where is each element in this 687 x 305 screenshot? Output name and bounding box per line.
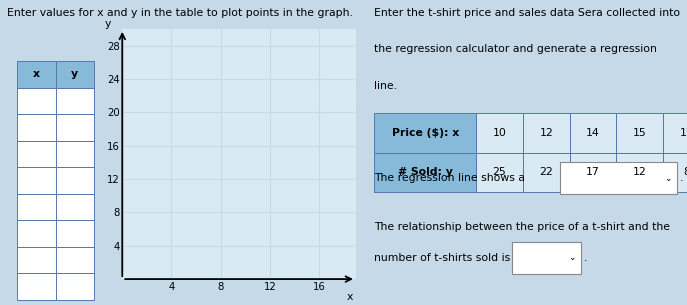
Text: 10: 10 <box>493 128 506 138</box>
Text: Price ($): x: Price ($): x <box>392 128 459 138</box>
Text: 12: 12 <box>539 128 553 138</box>
Text: 8: 8 <box>683 167 687 177</box>
Text: # Sold: y: # Sold: y <box>398 167 453 177</box>
Text: The regression line shows a: The regression line shows a <box>374 174 526 183</box>
Text: .: . <box>584 253 587 263</box>
Text: 14: 14 <box>586 128 600 138</box>
Text: x: x <box>346 292 353 303</box>
Text: the regression calculator and generate a regression: the regression calculator and generate a… <box>374 44 657 54</box>
Text: The relationship between the price of a t-shirt and the: The relationship between the price of a … <box>374 222 671 232</box>
Text: ⌄: ⌄ <box>664 174 671 183</box>
Text: Enter values for x and y in the table to plot points in the graph.: Enter values for x and y in the table to… <box>7 8 352 18</box>
Text: number of t-shirts sold is: number of t-shirts sold is <box>374 253 510 263</box>
Text: ⌄: ⌄ <box>568 253 575 262</box>
Text: 17: 17 <box>679 128 687 138</box>
Text: 22: 22 <box>539 167 553 177</box>
Text: 15: 15 <box>633 128 646 138</box>
Text: .: . <box>680 174 684 183</box>
Text: y: y <box>71 69 78 79</box>
Text: line.: line. <box>374 81 397 91</box>
Text: 25: 25 <box>493 167 506 177</box>
Text: 17: 17 <box>586 167 600 177</box>
Text: x: x <box>33 69 40 79</box>
Text: Enter the t-shirt price and sales data Sera collected into: Enter the t-shirt price and sales data S… <box>374 8 681 18</box>
Text: y: y <box>104 19 111 29</box>
Text: 12: 12 <box>633 167 646 177</box>
